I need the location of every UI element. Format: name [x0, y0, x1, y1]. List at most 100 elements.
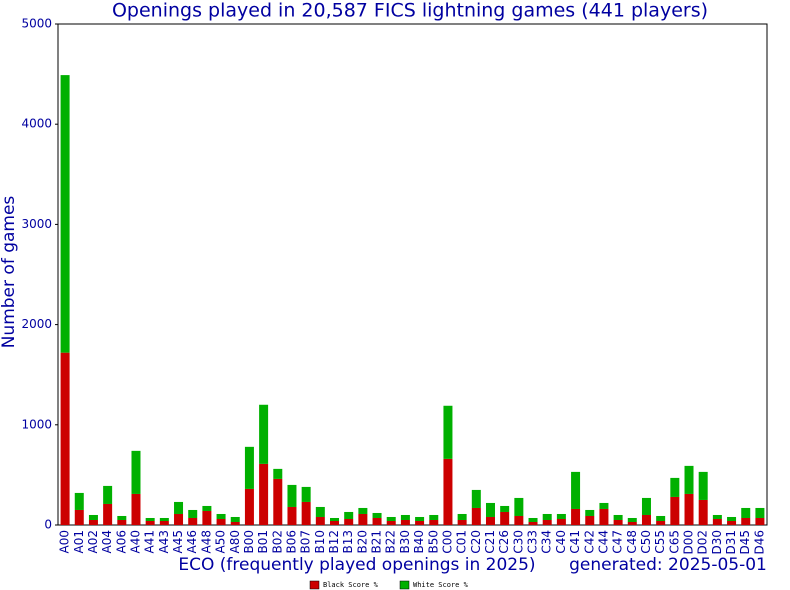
- bar-segment: [358, 513, 368, 525]
- bar-segment: [131, 493, 141, 525]
- bar-segment: [202, 505, 212, 511]
- bar-segment: [117, 519, 127, 525]
- bar-segment: [372, 517, 382, 525]
- bar-segment: [188, 509, 198, 518]
- bar-segment: [727, 520, 737, 525]
- bar-segment: [74, 492, 84, 510]
- legend-label: Black Score %: [323, 581, 379, 589]
- bar-segment: [315, 506, 325, 517]
- bar-segment: [216, 518, 226, 525]
- bar-segment: [88, 514, 98, 520]
- bar-segment: [145, 520, 155, 525]
- bar-segment: [287, 506, 297, 525]
- bar-segment: [755, 507, 765, 518]
- bar-segment: [741, 507, 751, 518]
- bar-segment: [485, 516, 495, 525]
- bar-segment: [641, 514, 651, 525]
- bar-segment: [174, 501, 184, 514]
- bar-segment: [485, 502, 495, 517]
- x-tick-label: C41: [568, 530, 582, 554]
- bar-segment: [741, 517, 751, 525]
- x-tick-label: C33: [526, 530, 540, 554]
- bar-segment: [471, 489, 481, 508]
- x-tick-label: A50: [214, 530, 228, 553]
- x-tick-label: B30: [398, 530, 412, 554]
- legend-swatch: [309, 580, 320, 590]
- bar-segment: [457, 519, 467, 525]
- bar-segment: [174, 513, 184, 525]
- bar-segment: [698, 471, 708, 500]
- x-tick-label: B07: [299, 530, 313, 554]
- bar-segment: [670, 477, 680, 497]
- bar-segment: [344, 511, 354, 519]
- x-tick-label: B06: [284, 530, 298, 554]
- bar-segment: [131, 450, 141, 494]
- x-tick-label: C26: [497, 530, 511, 554]
- bar-segment: [656, 520, 666, 525]
- bar-segment: [556, 513, 566, 519]
- bar-segment: [712, 514, 722, 519]
- x-tick-label: A43: [157, 530, 171, 553]
- bar-segment: [542, 513, 552, 520]
- bar-segment: [656, 515, 666, 521]
- y-tick-label: 5000: [21, 17, 52, 31]
- bar-segment: [727, 516, 737, 521]
- bar-segment: [88, 519, 98, 525]
- x-tick-label: B40: [412, 530, 426, 554]
- x-tick-label: C01: [455, 530, 469, 554]
- x-tick-label: A45: [171, 530, 185, 553]
- bar-segment: [556, 518, 566, 525]
- x-tick-label: C50: [639, 530, 653, 554]
- y-tick-label: 1000: [21, 417, 52, 431]
- x-tick-label: B13: [341, 530, 355, 554]
- bar-segment: [613, 514, 623, 520]
- x-tick-label: B21: [370, 530, 384, 554]
- bar-segment: [712, 518, 722, 525]
- bar-segment: [159, 517, 169, 521]
- bar-segment: [330, 517, 340, 521]
- x-tick-label: A48: [199, 530, 213, 553]
- chart-title: Openings played in 20,587 FICS lightning…: [112, 0, 708, 22]
- bar-segment: [230, 521, 240, 525]
- bar-segment: [514, 497, 524, 516]
- bar-segment: [287, 484, 297, 507]
- bar-segment: [103, 485, 113, 504]
- bar-segment: [684, 465, 694, 494]
- x-tick-label: B12: [327, 530, 341, 554]
- bar-segment: [514, 515, 524, 525]
- bar-segment: [670, 496, 680, 525]
- x-tick-label: A06: [114, 530, 128, 553]
- bar-segment: [202, 510, 212, 525]
- x-tick-label: D46: [752, 530, 766, 555]
- bar-segment: [627, 521, 637, 525]
- x-tick-label: A00: [58, 530, 72, 553]
- bar-segment: [344, 518, 354, 525]
- bar-segment: [585, 515, 595, 525]
- bar-segment: [386, 516, 396, 521]
- bar-segment: [117, 515, 127, 520]
- x-axis-label: ECO (frequently played openings in 2025): [178, 555, 535, 575]
- x-tick-label: D30: [710, 530, 724, 555]
- plot-frame: [57, 23, 768, 526]
- x-tick-label: D02: [696, 530, 710, 555]
- bar-segment: [613, 519, 623, 525]
- x-tick-label: A04: [100, 530, 114, 553]
- bar-segment: [571, 471, 581, 509]
- x-tick-label: C42: [582, 530, 596, 554]
- legend-swatch: [399, 580, 410, 590]
- x-tick-label: A80: [228, 530, 242, 553]
- x-tick-label: A41: [143, 530, 157, 553]
- bar-segment: [457, 513, 467, 520]
- bar-segment: [74, 509, 84, 525]
- bar-segment: [415, 520, 425, 525]
- bar-segment: [259, 404, 269, 464]
- bar-segment: [698, 499, 708, 525]
- bar-segment: [301, 486, 311, 502]
- x-tick-label: C47: [611, 530, 625, 554]
- bar-segment: [230, 516, 240, 522]
- bar-segment: [500, 511, 510, 525]
- x-tick-label: B00: [242, 530, 256, 554]
- x-tick-label: B50: [426, 530, 440, 554]
- x-tick-label: B20: [355, 530, 369, 554]
- generated-note: generated: 2025-05-01: [569, 555, 767, 575]
